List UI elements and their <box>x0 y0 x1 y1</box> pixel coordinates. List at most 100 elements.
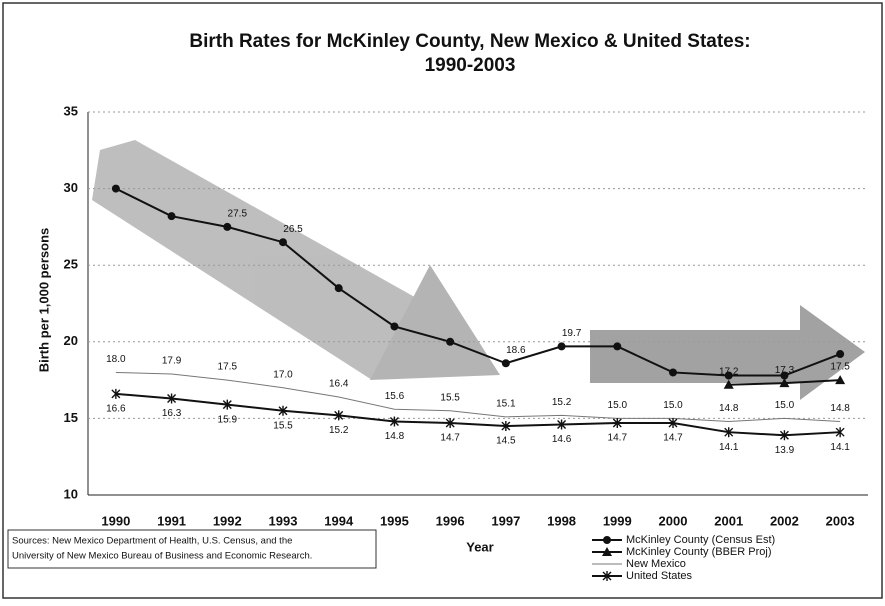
point <box>501 421 511 432</box>
x-tick-label: 1990 <box>101 513 130 528</box>
data-label: 18.0 <box>106 354 126 365</box>
legend-marker <box>602 547 612 556</box>
legend-marker <box>603 536 611 544</box>
decorative-arrows <box>92 140 865 400</box>
point <box>613 342 622 351</box>
x-tick-label: 1997 <box>491 513 520 528</box>
data-label: 15.6 <box>385 391 405 402</box>
point <box>724 371 733 380</box>
arrow-head <box>370 265 500 380</box>
data-label: 13.9 <box>775 445 795 456</box>
data-label: 15.5 <box>273 420 293 431</box>
data-label: 15.0 <box>608 400 628 411</box>
data-label: 14.6 <box>552 434 572 445</box>
point <box>835 427 845 438</box>
point <box>501 359 510 368</box>
point <box>111 184 120 193</box>
point <box>222 399 232 410</box>
point <box>557 419 567 430</box>
y-tick-label: 20 <box>64 333 78 348</box>
x-tick-label: 2002 <box>770 513 799 528</box>
data-label: 17.5 <box>218 362 238 373</box>
x-tick-label: 1991 <box>157 513 186 528</box>
point <box>167 212 176 221</box>
data-label: 15.0 <box>663 400 683 411</box>
data-label: 15.5 <box>440 392 460 403</box>
x-tick-label: 1999 <box>603 513 632 528</box>
point <box>445 417 455 428</box>
data-label: 15.1 <box>496 399 516 410</box>
point <box>612 417 622 428</box>
point <box>779 378 790 388</box>
data-label: 14.8 <box>719 403 739 414</box>
y-tick-label: 15 <box>64 410 78 425</box>
data-label: 18.6 <box>506 345 526 356</box>
data-label: 17.9 <box>162 356 182 367</box>
data-label: 17.0 <box>273 369 293 380</box>
data-label: 14.7 <box>440 433 460 444</box>
data-label: 16.4 <box>329 379 349 390</box>
y-tick-label: 30 <box>64 180 78 195</box>
data-label: 14.8 <box>830 403 850 414</box>
data-label: 27.5 <box>228 209 248 220</box>
arrow <box>590 305 865 400</box>
x-tick-label: 1995 <box>380 513 409 528</box>
point <box>668 417 678 428</box>
x-tick-label: 1992 <box>213 513 242 528</box>
arrow-body <box>92 140 440 380</box>
point <box>779 430 789 441</box>
x-tick-label: 1996 <box>436 513 465 528</box>
x-tick-label: 1993 <box>269 513 298 528</box>
series-line <box>115 371 841 422</box>
legend-label: McKinley County (Census Est) <box>626 534 775 546</box>
point <box>223 222 232 231</box>
point <box>334 410 344 421</box>
data-label: 16.3 <box>162 408 182 419</box>
source-text: Sources: New Mexico Department of Health… <box>12 536 292 547</box>
data-label: 14.7 <box>663 433 683 444</box>
point <box>334 284 343 293</box>
y-tick-label: 35 <box>64 103 78 118</box>
y-tick-label: 25 <box>64 257 78 272</box>
data-label: 15.0 <box>775 400 795 411</box>
point <box>724 427 734 438</box>
chart-title: 1990-2003 <box>425 55 516 76</box>
x-tick-label: 1998 <box>547 513 576 528</box>
point <box>836 350 845 359</box>
data-label: 26.5 <box>283 224 303 235</box>
data-label: 15.9 <box>218 414 238 425</box>
source-text: University of New Mexico Bureau of Busin… <box>12 551 312 562</box>
data-label: 15.2 <box>329 425 349 436</box>
source-box <box>7 529 377 569</box>
legend-marker <box>602 571 612 581</box>
x-axis-label: Year <box>466 539 493 554</box>
point <box>669 368 677 377</box>
data-label: 17.5 <box>830 362 850 373</box>
data-label: 14.1 <box>719 442 739 453</box>
legend-label: United States <box>626 570 693 582</box>
point <box>780 371 789 380</box>
data-label: 19.7 <box>562 328 582 339</box>
point <box>278 405 288 416</box>
point <box>279 238 287 247</box>
x-tick-label: 1994 <box>324 513 354 528</box>
data-label: 16.6 <box>106 404 126 415</box>
point <box>835 375 846 385</box>
legend-label: McKinley County (BBER Proj) <box>626 546 772 558</box>
data-label: 17.3 <box>775 365 795 376</box>
point <box>446 337 455 346</box>
point <box>111 388 121 399</box>
series-line <box>115 392 841 437</box>
data-label: 14.5 <box>496 436 516 447</box>
point <box>389 416 399 427</box>
series-line <box>115 187 841 377</box>
legend-label: New Mexico <box>626 558 686 570</box>
x-tick-label: 2000 <box>659 513 688 528</box>
chart-title: Birth Rates for McKinley County, New Mex… <box>189 31 750 52</box>
y-tick-label: 10 <box>64 486 78 501</box>
data-label: 15.2 <box>552 397 572 408</box>
data-label: 14.7 <box>608 433 628 444</box>
x-tick-label: 2003 <box>826 513 855 528</box>
